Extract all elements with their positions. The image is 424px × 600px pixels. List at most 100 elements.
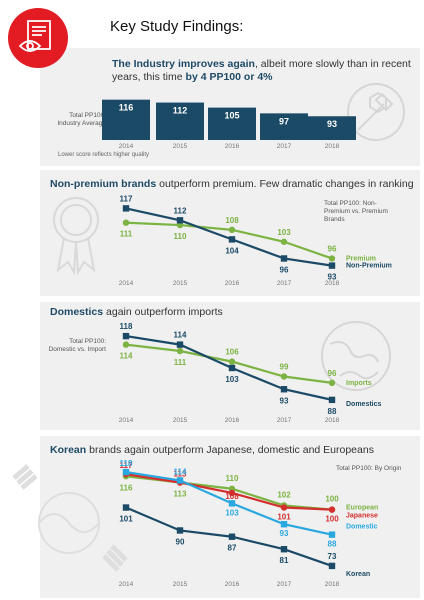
data-point <box>122 205 130 212</box>
x-tick-label: 2016 <box>225 417 240 424</box>
data-point <box>280 373 288 380</box>
panel4-headline-rest: brands again outperform Japanese, domest… <box>86 444 374 456</box>
data-point <box>228 533 236 540</box>
data-point <box>176 477 184 484</box>
data-point <box>228 226 236 234</box>
panel1-headline-pre: The Industry <box>112 58 178 70</box>
x-tick-label: 2014 <box>119 417 134 424</box>
x-tick-label: 2016 <box>225 280 240 287</box>
eye-checklist-icon <box>8 8 68 68</box>
panel2-headline-rest: outperform premium. Few dramatic changes… <box>156 178 414 190</box>
x-tick-label: 2015 <box>173 581 188 588</box>
data-value-label: 73 <box>328 552 337 561</box>
data-value-label: 96 <box>328 369 337 378</box>
panel4-headline-bold: Korean <box>50 444 87 456</box>
data-point <box>280 386 288 393</box>
x-tick-label: 2014 <box>119 143 134 150</box>
data-point <box>122 341 130 348</box>
data-value-label: 100 <box>325 495 339 504</box>
panel-origin <box>12 436 420 598</box>
x-tick-label: 2014 <box>119 280 134 287</box>
data-point <box>280 546 288 553</box>
data-value-label: 113 <box>174 490 187 499</box>
panel1-headline: The Industry improves again, albeit more… <box>112 58 412 84</box>
panel2-headline: Non-premium brands outperform premium. F… <box>50 178 420 191</box>
series-legend-label: Korean <box>346 571 370 578</box>
panel1-headline-mid: , albeit more slowly than in recent year… <box>112 58 411 83</box>
data-point <box>328 506 336 513</box>
x-tick-label: 2017 <box>277 581 292 588</box>
x-tick-label: 2018 <box>325 581 340 588</box>
data-value-label: 99 <box>280 363 289 372</box>
data-value-label: 87 <box>228 544 237 553</box>
x-tick-label: 2017 <box>277 280 292 287</box>
data-point <box>328 562 336 570</box>
data-value-label: 100 <box>325 515 339 524</box>
panel1-note: Lower score reflects higher quality <box>58 152 150 158</box>
data-value-label: 111 <box>174 358 187 367</box>
x-tick-label: 2017 <box>277 417 292 424</box>
bar <box>156 102 204 140</box>
panel4-headline: Korean brands again outperform Japanese,… <box>50 444 420 457</box>
data-value-label: 88 <box>328 540 337 549</box>
data-value-label: 114 <box>174 467 187 476</box>
data-point <box>176 217 184 224</box>
bar-value-label: 116 <box>119 103 134 113</box>
data-point <box>122 468 130 476</box>
data-point <box>176 527 184 534</box>
series-legend-label: Non-Premium <box>346 263 392 270</box>
series-legend-label: Domestic <box>346 524 378 531</box>
data-point <box>280 238 288 245</box>
panel4-caption: Total PP100: By Origin <box>336 465 402 472</box>
bar-value-label: 97 <box>279 116 289 126</box>
data-point <box>228 358 236 365</box>
data-value-label: 102 <box>277 490 291 499</box>
data-point <box>328 262 336 269</box>
bar <box>208 107 256 140</box>
data-value-label: 116 <box>120 483 133 492</box>
data-point <box>176 341 184 348</box>
data-value-label: 103 <box>225 508 239 517</box>
data-value-label: 108 <box>225 492 239 501</box>
data-point <box>280 504 288 511</box>
x-tick-label: 2016 <box>225 143 240 150</box>
data-point <box>228 364 236 372</box>
series-legend-label: Domestics <box>346 401 382 408</box>
data-point <box>228 500 236 507</box>
data-value-label: 103 <box>277 228 291 237</box>
data-value-label: 118 <box>120 322 133 331</box>
x-tick-label: 2015 <box>173 143 188 150</box>
x-tick-label: 2017 <box>277 143 292 150</box>
data-point <box>228 236 236 243</box>
data-point <box>328 379 336 387</box>
data-value-label: 110 <box>226 474 239 483</box>
data-point <box>176 347 184 355</box>
series-legend-label: Premium <box>346 255 376 262</box>
data-point <box>328 255 336 262</box>
data-point <box>122 219 130 226</box>
data-value-label: 104 <box>225 246 239 255</box>
x-tick-label: 2018 <box>325 280 340 287</box>
data-value-label: 88 <box>328 407 337 416</box>
bar <box>308 116 356 140</box>
data-point <box>328 396 336 404</box>
x-tick-label: 2014 <box>119 581 134 588</box>
data-point <box>328 531 336 538</box>
page-title: Key Study Findings: <box>110 18 244 35</box>
data-value-label: 111 <box>120 230 133 239</box>
data-value-label: 114 <box>120 352 133 361</box>
data-point <box>280 521 288 528</box>
data-value-label: 108 <box>225 216 239 225</box>
x-tick-label: 2018 <box>325 143 340 150</box>
page-header: Key Study Findings: <box>0 0 424 50</box>
x-tick-label: 2015 <box>173 280 188 287</box>
x-tick-label: 2015 <box>173 417 188 424</box>
series-legend-label: Imports <box>346 380 372 387</box>
bar-value-label: 93 <box>327 119 337 129</box>
data-value-label: 93 <box>280 529 289 538</box>
x-tick-label: 2018 <box>325 417 340 424</box>
data-point <box>122 504 130 511</box>
panel3-headline-rest: again outperform imports <box>103 306 223 318</box>
data-value-label: 93 <box>280 396 289 405</box>
